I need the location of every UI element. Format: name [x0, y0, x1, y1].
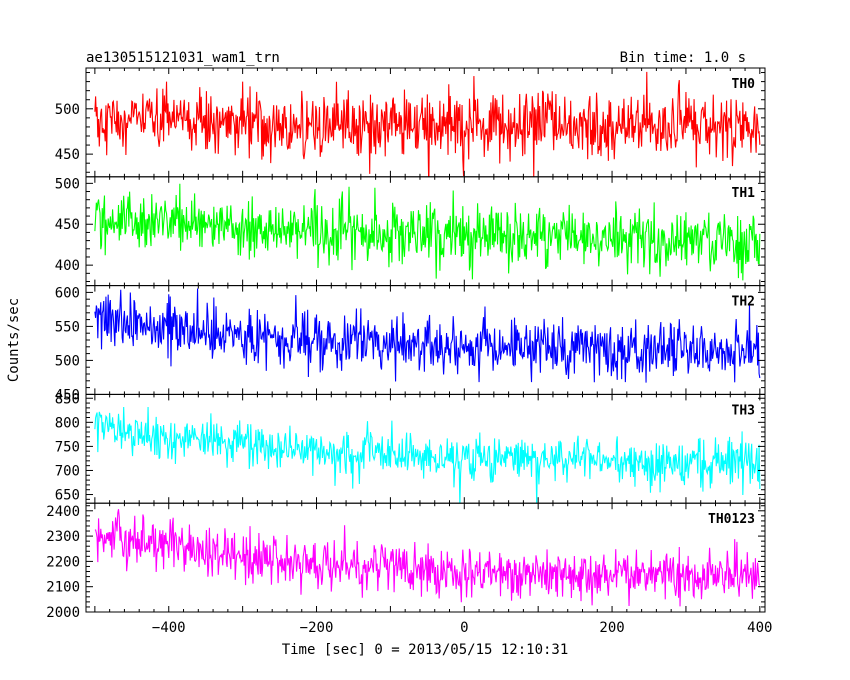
panel-label: TH2	[732, 295, 755, 310]
panel-th3: 650 700 750 800 850 TH3	[55, 391, 766, 504]
y-tick-label: 600	[55, 285, 80, 301]
y-tick-label: 650	[55, 488, 80, 504]
y-tick-label: 2000	[46, 605, 80, 621]
y-tick-label: 700	[55, 463, 80, 479]
x-tick-label: −400	[152, 620, 186, 636]
x-tick-label: 400	[747, 620, 772, 636]
y-tick-label: 500	[55, 176, 80, 192]
y-tick-label: 550	[55, 319, 80, 335]
series-th0123	[94, 509, 761, 607]
y-tick-label: 2200	[46, 554, 80, 570]
panel-th2: 450 500 550 600 TH2	[55, 285, 766, 403]
y-tick-label: 2300	[46, 529, 80, 545]
panel-label: TH0123	[708, 512, 755, 527]
panel-label: TH3	[732, 403, 755, 418]
y-tick-label: 850	[55, 391, 80, 407]
x-tick-label: −200	[300, 620, 334, 636]
chart-title: ae130515121031_wam1_trn	[86, 50, 280, 66]
x-axis-label: Time [sec] 0 = 2013/05/15 12:10:31	[282, 642, 569, 658]
y-axis-label: Counts/sec	[6, 298, 22, 382]
y-tick-label: 450	[55, 147, 80, 163]
y-tick-label: 2100	[46, 580, 80, 596]
series-th3	[94, 406, 761, 504]
panel-frame	[85, 502, 766, 613]
bin-time-label: Bin time: 1.0 s	[620, 50, 746, 66]
y-tick-label: 800	[55, 415, 80, 431]
series-th0	[94, 71, 761, 177]
y-tick-label: 400	[55, 258, 80, 274]
panel-th0123: 2000 2100 2200 2300 2400 TH0123	[46, 502, 766, 621]
panel-th1: 400 450 500 TH1	[55, 176, 766, 287]
y-tick-label: 750	[55, 439, 80, 455]
y-tick-label: 500	[55, 102, 80, 118]
x-tick-label: 0	[460, 620, 468, 636]
panel-stack: 450 500 TH0 400 450 500 TH1 450 500 550 600 TH2 650 7…	[46, 67, 772, 636]
panel-th0: 450 500 TH0	[55, 67, 766, 178]
y-tick-label: 500	[55, 353, 80, 369]
x-tick-label: 200	[599, 620, 624, 636]
series-th2	[94, 288, 761, 383]
y-tick-label: 450	[55, 217, 80, 233]
panel-label: TH0	[732, 77, 756, 92]
series-th1	[94, 183, 761, 281]
panel-label: TH1	[732, 186, 756, 201]
y-tick-label: 2400	[46, 504, 80, 520]
y-tick-label: 450	[55, 387, 80, 403]
